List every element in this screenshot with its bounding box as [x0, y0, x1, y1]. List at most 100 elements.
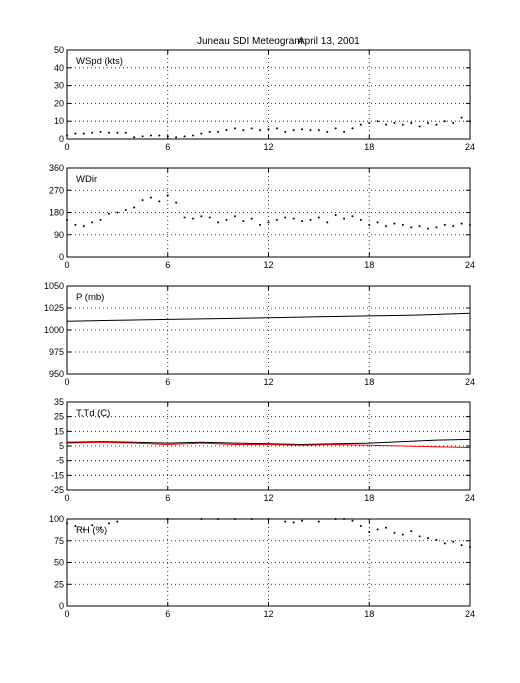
series-line-0: [66, 438, 471, 446]
y-tick-label: 975: [49, 347, 64, 357]
data-point: [393, 222, 396, 225]
y-tick-label: 30: [54, 81, 64, 91]
series-line-1: [66, 441, 471, 448]
data-point: [452, 225, 455, 228]
data-point: [359, 123, 362, 126]
data-point: [292, 217, 295, 220]
data-point: [460, 544, 463, 547]
data-point: [217, 221, 220, 224]
data-point: [217, 130, 220, 133]
data-point: [326, 221, 329, 224]
data-point: [200, 215, 203, 218]
data-point: [267, 221, 270, 224]
data-point: [116, 520, 119, 523]
y-tick-label: 270: [49, 185, 64, 195]
data-point: [460, 116, 463, 119]
data-point: [435, 123, 438, 126]
data-point: [141, 135, 144, 138]
data-point: [326, 130, 329, 133]
x-tick-label: 24: [465, 377, 475, 387]
data-point: [351, 127, 354, 130]
x-tick-label: 0: [64, 142, 69, 152]
data-point: [191, 134, 194, 137]
x-tick-label: 0: [64, 609, 69, 619]
data-point: [317, 216, 320, 219]
y-tick-label: 50: [54, 558, 64, 568]
data-point: [74, 132, 77, 135]
data-point: [74, 524, 77, 527]
data-point: [410, 530, 413, 533]
x-tick-label: 6: [165, 493, 170, 503]
data-point: [376, 221, 379, 224]
data-point: [368, 531, 371, 534]
data-point: [116, 211, 119, 214]
y-tick-label: 40: [54, 63, 64, 73]
data-point: [208, 130, 211, 133]
y-tick-label: 25: [54, 579, 64, 589]
data-point: [275, 218, 278, 221]
data-point: [284, 216, 287, 219]
data-point: [183, 135, 186, 138]
data-point: [418, 125, 421, 128]
data-point: [284, 520, 287, 523]
y-tick-label: -25: [51, 485, 64, 495]
y-tick-label: 25: [54, 412, 64, 422]
y-tick-label: 35: [54, 397, 64, 407]
panel-2: 950 975 1000 1025 1050 0 6 12 18 24 P (mb): [44, 281, 475, 387]
data-point: [107, 131, 110, 134]
data-point: [200, 132, 203, 135]
y-tick-label: 360: [49, 163, 64, 173]
x-tick-label: 12: [263, 493, 273, 503]
data-point: [208, 216, 211, 219]
x-tick-label: 18: [364, 609, 374, 619]
data-point: [82, 225, 85, 228]
y-tick-label: 1050: [44, 281, 64, 291]
data-point: [317, 129, 320, 132]
data-point: [74, 223, 77, 226]
data-point: [452, 540, 455, 543]
x-tick-label: 12: [263, 609, 273, 619]
data-point: [385, 526, 388, 529]
data-point: [401, 123, 404, 126]
data-point: [116, 131, 119, 134]
data-point: [133, 136, 136, 139]
data-point: [427, 121, 430, 124]
data-point: [82, 528, 85, 531]
y-tick-label: 950: [49, 369, 64, 379]
panel-label: WDir: [76, 174, 97, 185]
x-tick-label: 12: [263, 377, 273, 387]
data-point: [443, 223, 446, 226]
panel-label: WSpd (kts): [76, 56, 123, 67]
data-point: [343, 130, 346, 133]
x-tick-label: 18: [364, 493, 374, 503]
data-point: [91, 131, 94, 134]
data-point: [149, 134, 152, 137]
data-point: [368, 121, 371, 124]
series-line-0: [66, 312, 471, 322]
data-point: [410, 121, 413, 124]
data-point: [99, 218, 102, 221]
data-point: [393, 531, 396, 534]
data-point: [141, 199, 144, 202]
x-tick-label: 6: [165, 142, 170, 152]
x-tick-label: 24: [465, 142, 475, 152]
data-point: [233, 127, 236, 130]
data-point: [158, 200, 161, 203]
data-point: [351, 519, 354, 522]
data-point: [376, 528, 379, 531]
panel-label: T,Td (C): [76, 408, 110, 419]
y-tick-label: 90: [54, 230, 64, 240]
x-tick-label: 0: [64, 493, 69, 503]
data-point: [82, 132, 85, 135]
x-tick-label: 0: [64, 260, 69, 270]
data-point: [242, 129, 245, 132]
panel-label: P (mb): [76, 292, 104, 303]
data-point: [368, 223, 371, 226]
data-point: [452, 121, 455, 124]
data-point: [259, 223, 262, 226]
y-tick-label: 75: [54, 536, 64, 546]
y-tick-label: 15: [54, 426, 64, 436]
data-point: [385, 123, 388, 126]
chart-title-station: Juneau SDI Meteogram:: [197, 36, 305, 47]
